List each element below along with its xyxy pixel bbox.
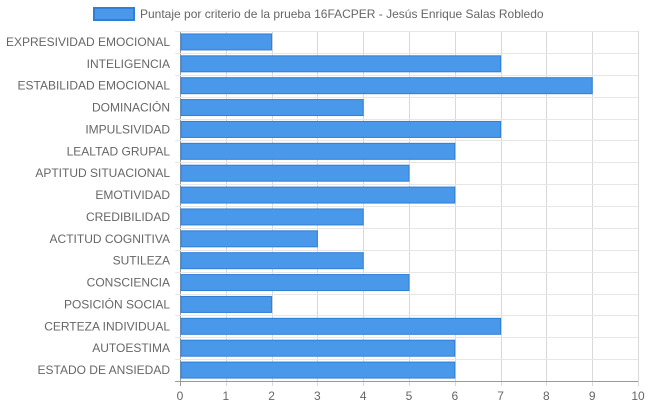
category-label: EXPRESIVIDAD EMOCIONAL	[6, 35, 170, 49]
bar[interactable]	[180, 33, 273, 51]
x-tick-label: 9	[589, 389, 596, 403]
category-label: ACTITUD COGNITIVA	[50, 232, 170, 246]
category-label: ESTABILIDAD EMOCIONAL	[18, 79, 171, 93]
category-label: INTELIGENCIA	[87, 57, 170, 71]
bar[interactable]	[180, 274, 410, 292]
category-label: LEALTAD GRUPAL	[67, 144, 171, 158]
category-label: SUTILEZA	[113, 254, 170, 268]
x-tick-label: 4	[360, 389, 367, 403]
category-label: CERTEZA INDIVIDUAL	[44, 319, 170, 333]
x-tick-label: 5	[406, 389, 413, 403]
x-tick-label: 1	[222, 389, 229, 403]
bar[interactable]	[180, 361, 456, 379]
x-tick-label: 2	[268, 389, 275, 403]
legend-swatch	[93, 7, 135, 21]
x-tick-label: 8	[543, 389, 550, 403]
x-tick-label: 6	[451, 389, 458, 403]
x-tick-label: 10	[631, 389, 645, 403]
x-tick-label: 7	[497, 389, 504, 403]
legend[interactable]: Puntaje por criterio de la prueba 16FACP…	[93, 7, 544, 21]
bar[interactable]	[180, 120, 502, 138]
bar[interactable]	[180, 230, 318, 248]
y-axis-labels: EXPRESIVIDAD EMOCIONAL INTELIGENCIA ESTABI…	[6, 35, 170, 377]
category-label: AUTOESTIMA	[92, 341, 170, 355]
category-label: ESTADO DE ANSIEDAD	[38, 363, 171, 377]
bar[interactable]	[180, 295, 273, 313]
category-label: CREDIBILIDAD	[86, 210, 170, 224]
legend-label: Puntaje por criterio de la prueba 16FACP…	[140, 7, 544, 21]
x-tick-label: 0	[177, 389, 184, 403]
category-label: POSICIÓN SOCIAL	[64, 296, 170, 311]
bar[interactable]	[180, 77, 593, 95]
bar[interactable]	[180, 186, 456, 204]
bar[interactable]	[180, 252, 364, 270]
bar[interactable]	[180, 99, 364, 117]
category-label: APTITUD SITUACIONAL	[35, 166, 170, 180]
category-label: CONSCIENCIA	[87, 276, 170, 290]
bars	[180, 33, 593, 379]
bar[interactable]	[180, 339, 456, 357]
x-axis-labels: 0 1 2 3 4 5 6 7 8 9 10	[177, 389, 645, 403]
category-label: DOMINACIÓN	[92, 100, 170, 115]
bar[interactable]	[180, 164, 410, 182]
x-tick-label: 3	[314, 389, 321, 403]
category-label: IMPULSIVIDAD	[85, 122, 170, 136]
bar[interactable]	[180, 55, 502, 73]
bar[interactable]	[180, 142, 456, 160]
bar[interactable]	[180, 317, 502, 335]
category-label: EMOTIVIDAD	[95, 188, 170, 202]
bar[interactable]	[180, 208, 364, 226]
